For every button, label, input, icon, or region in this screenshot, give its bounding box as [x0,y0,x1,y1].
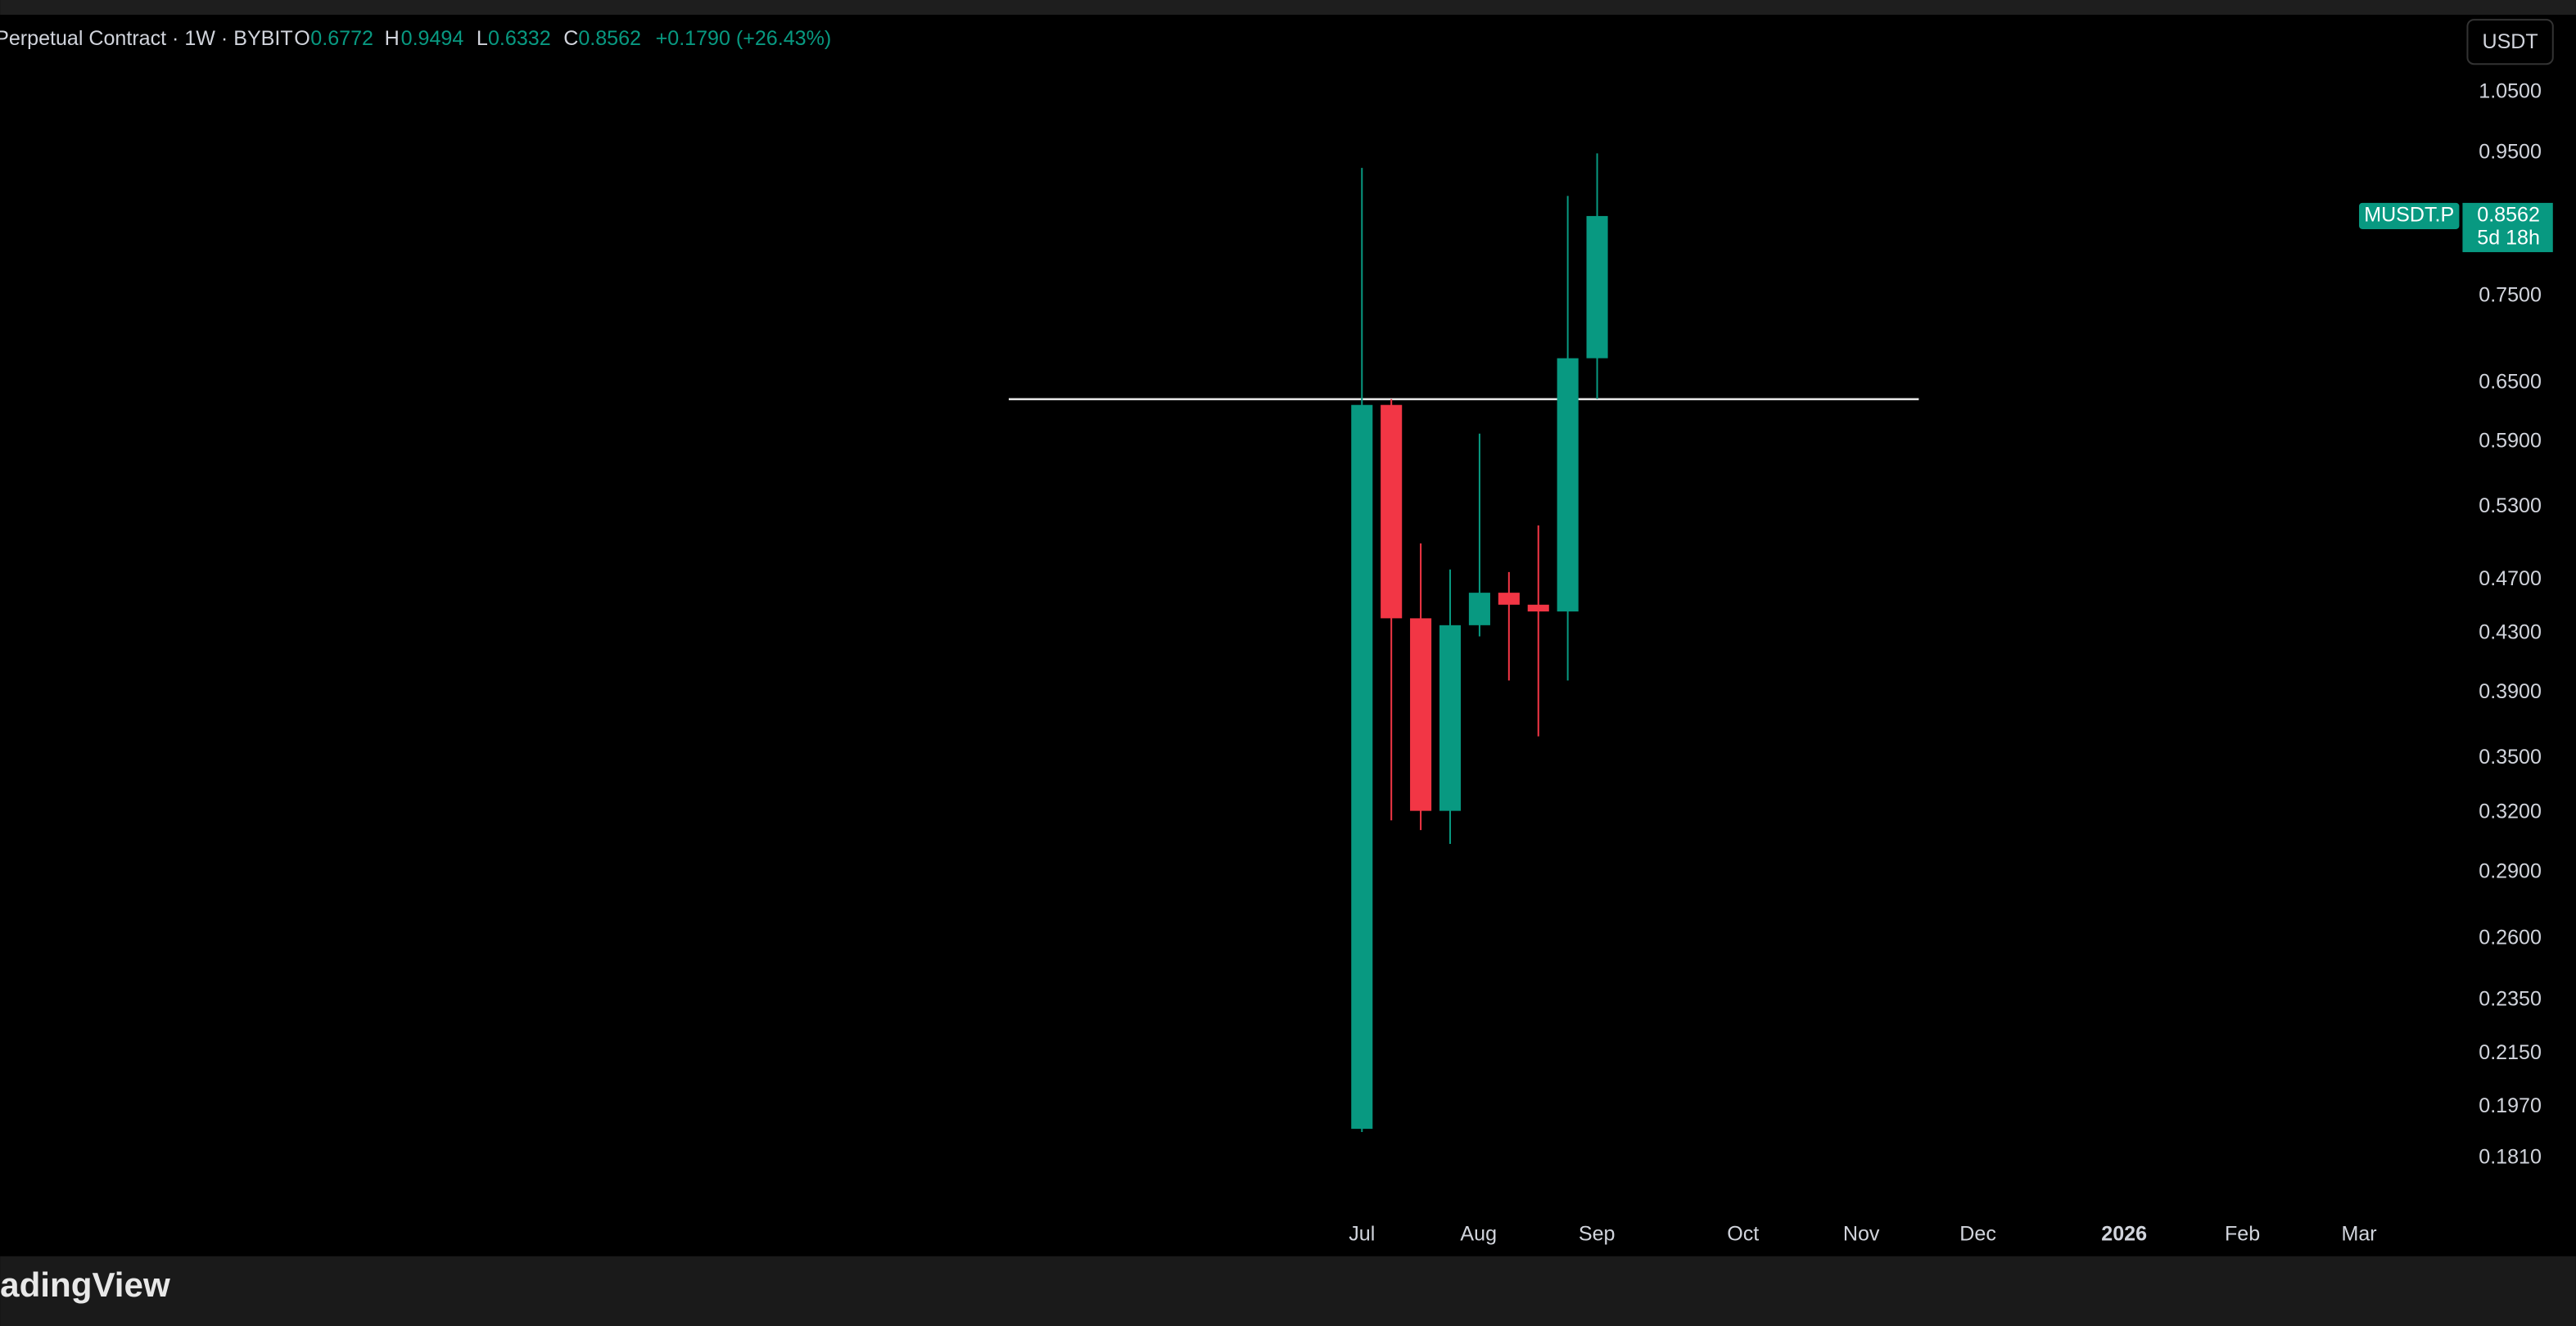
x-tick-label: Nov [1843,1222,1880,1245]
price-badge [2462,202,2553,253]
y-tick-label: 0.3200 [2479,801,2542,823]
candle-body [1410,618,1432,811]
y-tick-label: 0.4300 [2479,621,2542,644]
candle-body [1527,604,1549,612]
y-tick-label: 0.9500 [2479,141,2542,164]
x-tick-label: Sep [1579,1222,1616,1245]
candle-body [1439,625,1462,811]
y-tick-label: 0.1970 [2479,1094,2542,1117]
y-tick-label: 0.5900 [2479,429,2542,452]
ticker-badge [2359,202,2460,229]
l-value: 0.6332 [488,27,551,50]
countdown: 5d 18h [2477,227,2540,250]
c-label: C [563,27,578,50]
y-tick-label: 0.2900 [2479,860,2542,883]
y-tick-label: 0.1810 [2479,1146,2542,1169]
candle-body [1351,404,1373,1130]
last-price: 0.8562 [2477,204,2540,227]
y-tick-label: 0.5300 [2479,494,2542,517]
change: +0.1790 (+26.43%) [656,27,832,50]
o-value: 0.6772 [310,27,373,50]
h-label: H [385,27,400,50]
y-tick-label: 0.7500 [2479,284,2542,307]
candle-body [1557,358,1579,612]
x-tick-label: Oct [1727,1222,1759,1245]
y-tick-label: 0.3500 [2479,746,2542,769]
h-value: 0.9494 [401,27,464,50]
y-tick-label: 0.2600 [2479,926,2542,949]
candle-body [1468,593,1490,625]
y-tick-label: 0.2150 [2479,1041,2542,1064]
o-label: O [294,27,310,50]
ticker: MUSDT.P [2364,204,2454,227]
x-tick-label: Dec [1959,1222,1996,1245]
y-tick-label: 0.2350 [2479,987,2542,1010]
l-label: L [477,27,488,50]
currency[interactable]: USDT [2482,30,2538,53]
x-tick-label: Jul [1349,1222,1375,1245]
candle-body [1498,593,1520,605]
legend: Perpetual Contract · 1W · BYBIT O 0.6772… [0,27,831,50]
candle-body [1381,404,1403,619]
currency-button[interactable] [2466,19,2554,65]
y-tick-label: 0.3900 [2479,680,2542,703]
brand: adingView [0,1265,170,1304]
c-value: 0.8562 [578,27,641,50]
footer-bar [0,1256,2576,1326]
x-tick-label: Aug [1460,1222,1497,1245]
symbol: Perpetual Contract · 1W · BYBIT [0,27,293,50]
x-tick-label: Mar [2341,1222,2376,1245]
y-tick-label: 0.6500 [2479,371,2542,394]
candle-body [1586,215,1608,359]
x-tick-label: 2026 [2101,1222,2147,1245]
y-tick-label: 0.4700 [2479,567,2542,590]
x-tick-label: Feb [2225,1222,2260,1245]
top-bar [0,0,2576,16]
y-tick-label: 1.0500 [2479,79,2542,102]
